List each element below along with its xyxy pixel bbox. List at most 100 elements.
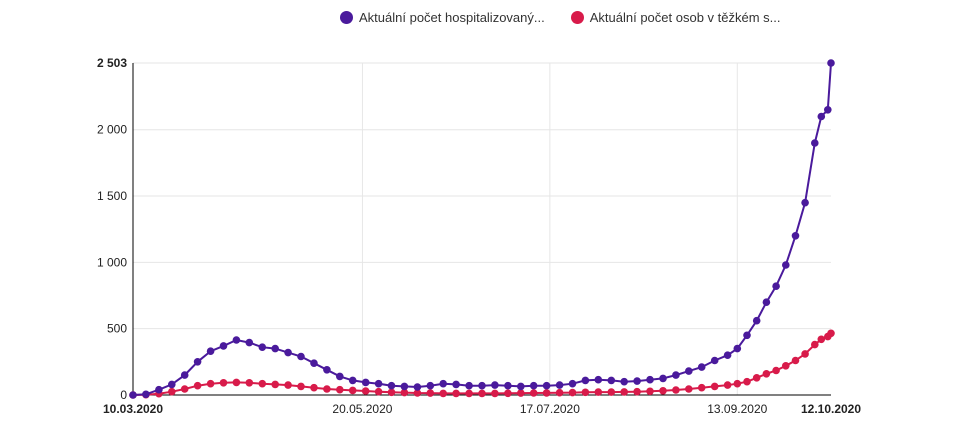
series-point-1 [672, 386, 680, 394]
x-tick-label: 10.03.2020 [103, 402, 163, 416]
series-point-0 [180, 371, 189, 379]
series-point-1 [827, 329, 835, 338]
series-point-0 [762, 298, 771, 307]
series-point-1 [400, 388, 409, 397]
series-point-0 [568, 379, 577, 388]
series-point-0 [478, 381, 486, 390]
series-point-1 [710, 382, 719, 391]
series-point-0 [517, 382, 525, 391]
series-point-0 [504, 381, 512, 390]
series-point-1 [782, 362, 790, 370]
series-point-0 [297, 352, 305, 361]
y-tick-label: 500 [107, 322, 127, 336]
series-point-0 [361, 378, 370, 387]
legend-item-hospitalized[interactable]: Aktuální počet hospitalizovaný... [340, 10, 545, 25]
series-point-0 [723, 351, 732, 360]
series-point-1 [336, 385, 344, 394]
series-point-0 [348, 376, 357, 385]
series-point-0 [811, 139, 819, 147]
series-point-0 [155, 385, 163, 394]
series-point-0 [542, 381, 551, 390]
y-tick-label: 2 503 [97, 56, 127, 70]
series-point-0 [594, 375, 603, 384]
series-point-1 [659, 387, 667, 395]
series-point-1 [791, 356, 800, 365]
series-point-0 [772, 282, 780, 291]
series-point-1 [733, 379, 742, 388]
series-point-0 [782, 261, 790, 269]
series-point-0 [529, 381, 538, 390]
series-point-0 [168, 380, 176, 389]
series-point-1 [361, 387, 370, 395]
x-tick-label: 20.05.2020 [332, 402, 392, 416]
series-point-1 [542, 389, 551, 397]
series-point-0 [387, 381, 396, 390]
series-point-0 [801, 198, 809, 207]
series-point-0 [284, 348, 292, 357]
series-point-1 [743, 377, 751, 386]
series-point-1 [581, 388, 590, 397]
series-point-1 [752, 374, 761, 382]
series-point-1 [811, 340, 819, 349]
x-tick-label: 13.09.2020 [707, 402, 767, 416]
series-point-1 [206, 379, 215, 388]
series-point-0 [232, 336, 241, 344]
series-point-1 [594, 388, 603, 396]
series-point-0 [245, 338, 254, 347]
y-tick-label: 1 500 [97, 189, 127, 203]
legend-marker-severe [570, 11, 584, 24]
legend-marker-hospitalized [340, 11, 353, 24]
series-point-0 [206, 347, 215, 356]
series-point-1 [633, 387, 641, 396]
series-point-0 [271, 344, 280, 353]
y-tick-label: 2 000 [97, 123, 127, 137]
series-point-1 [168, 387, 176, 396]
legend: Aktuální počet hospitalizovaný... Aktuál… [340, 10, 781, 25]
series-point-0 [827, 59, 835, 67]
series-point-0 [607, 376, 616, 385]
series-point-0 [439, 379, 448, 388]
series-point-0 [633, 377, 641, 385]
series-point-1 [529, 389, 538, 397]
series-point-1 [607, 388, 616, 396]
series-point-0 [659, 374, 667, 383]
series-point-0 [743, 331, 751, 340]
series-point-0 [646, 375, 654, 384]
series-point-0 [733, 344, 742, 353]
series-point-1 [323, 385, 331, 393]
series-point-0 [310, 359, 318, 368]
series-point-1 [180, 385, 189, 393]
series-point-0 [672, 371, 680, 379]
series-point-0 [491, 381, 499, 389]
series-point-1 [297, 382, 305, 391]
x-tick-label: 12.10.2020 [801, 402, 861, 416]
series-point-1 [284, 381, 292, 389]
series-point-0 [685, 367, 693, 375]
series-point-0 [710, 356, 719, 365]
series-point-1 [697, 383, 706, 392]
series-point-1 [646, 387, 654, 396]
y-tick-label: 0 [120, 388, 127, 402]
legend-item-severe[interactable]: Aktuální počet osob v těžkém s... [570, 10, 781, 25]
series-point-1 [219, 379, 228, 387]
legend-label-severe: Aktuální počet osob v těžkém s... [589, 10, 781, 25]
series-point-1 [568, 388, 577, 397]
series-point-0 [824, 106, 832, 114]
series-point-0 [142, 390, 150, 399]
series-point-0 [413, 383, 422, 391]
series-point-1 [374, 387, 383, 396]
series-point-0 [752, 316, 761, 325]
series-point-1 [232, 378, 241, 387]
series-point-1 [491, 389, 499, 398]
series-point-1 [426, 389, 435, 397]
series-point-1 [387, 388, 396, 397]
series-point-1 [801, 350, 809, 358]
series-point-1 [772, 366, 780, 375]
series-point-1 [271, 380, 280, 389]
series-point-0 [791, 232, 800, 240]
series-point-1 [245, 379, 254, 387]
y-tick-label: 1 000 [97, 255, 127, 269]
series-point-1 [258, 379, 267, 388]
series-point-1 [723, 381, 732, 389]
